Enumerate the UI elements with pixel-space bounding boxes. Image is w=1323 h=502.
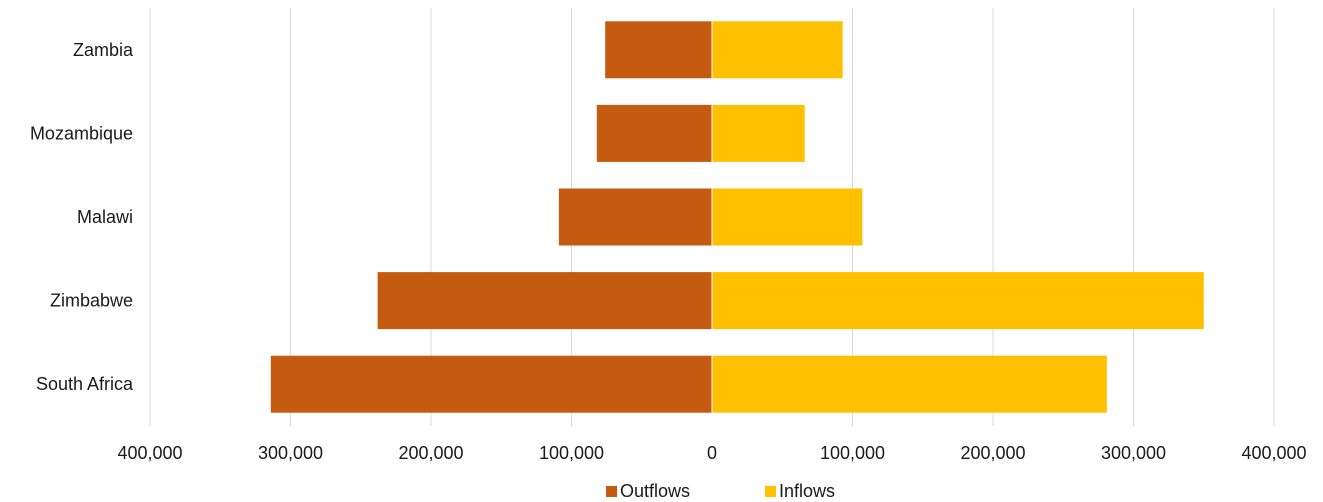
bar-outflows-zambia: [605, 21, 712, 79]
legend-label-outflows: Outflows: [620, 481, 690, 501]
bar-inflows-malawi: [712, 188, 863, 246]
bar-outflows-malawi: [558, 188, 712, 246]
category-label-south-africa: South Africa: [36, 374, 134, 394]
category-label-zimbabwe: Zimbabwe: [50, 291, 133, 311]
legend-label-inflows: Inflows: [779, 481, 835, 501]
bar-outflows-zimbabwe: [377, 272, 712, 330]
bar-inflows-mozambique: [712, 104, 805, 162]
bar-outflows-south-africa: [270, 355, 712, 413]
legend-swatch-outflows: [606, 486, 617, 497]
category-labels: Zambia Mozambique Malawi Zimbabwe South Afri…: [30, 40, 134, 394]
bar-inflows-south-africa: [712, 355, 1107, 413]
x-tick-label: 100,000: [820, 443, 885, 463]
x-tick-label: 0: [707, 443, 717, 463]
bar-inflows-zambia: [712, 21, 843, 79]
legend-swatch-inflows: [765, 486, 776, 497]
x-tick-label: 300,000: [1101, 443, 1166, 463]
legend: Outflows Inflows: [606, 481, 835, 501]
bar-outflows-mozambique: [596, 104, 712, 162]
x-tick-labels: 400,000 300,000 200,000 100,000 0 100,000 200,…: [117, 443, 1306, 463]
bars: [270, 8, 1204, 426]
x-tick-label: 100,000: [539, 443, 604, 463]
x-tick-label: 200,000: [960, 443, 1025, 463]
category-label-zambia: Zambia: [73, 40, 134, 60]
category-label-mozambique: Mozambique: [30, 123, 133, 143]
x-tick-label: 400,000: [1241, 443, 1306, 463]
bar-inflows-zimbabwe: [712, 272, 1204, 330]
category-label-malawi: Malawi: [77, 207, 133, 227]
x-tick-label: 400,000: [117, 443, 182, 463]
x-tick-label: 200,000: [398, 443, 463, 463]
x-tick-label: 300,000: [258, 443, 323, 463]
